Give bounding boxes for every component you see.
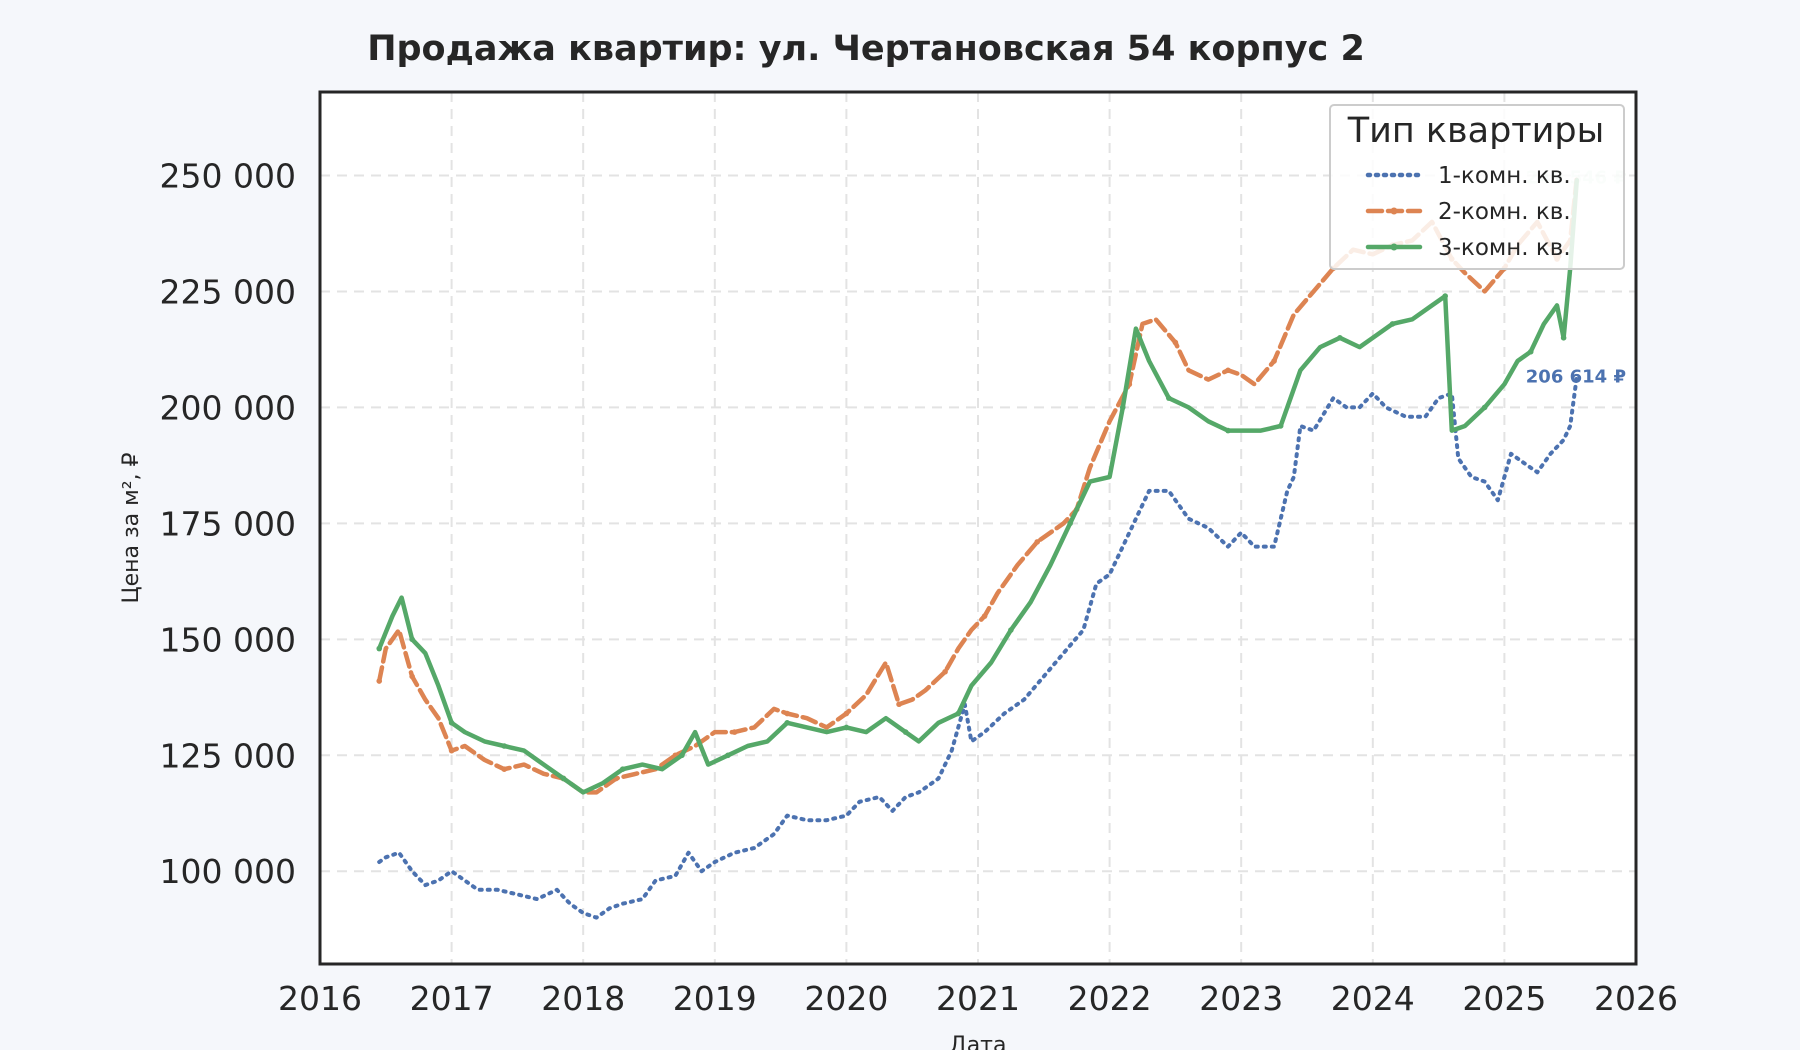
series-point-2 (501, 766, 508, 772)
series-point-3 (784, 720, 790, 726)
series-point-2 (942, 668, 948, 675)
series-point-3 (560, 775, 567, 782)
x-axis-ticks: 2016 2017 2018 2019 2020 2021 2022 2023 2024 2025… (278, 979, 1678, 1018)
y-tick-label: 175 000 (160, 504, 296, 543)
legend: Тип квартиры 1-комн. кв. 2-комн. кв. 3-ком… (1329, 104, 1625, 270)
series-point-2 (896, 701, 902, 708)
series-point-2 (1034, 539, 1041, 545)
series-point-3 (1527, 348, 1534, 355)
series-point-3 (376, 645, 383, 652)
legend-title: Тип квартиры (1347, 111, 1605, 151)
x-tick-label: 2020 (804, 979, 888, 1018)
series-point-3 (1225, 427, 1231, 434)
end-label-1: 206 614 ₽ (1526, 367, 1626, 388)
series-point-2 (448, 747, 455, 754)
y-tick-label: 125 000 (160, 736, 296, 775)
series-line-3 (376, 177, 1580, 795)
series-point-2 (1172, 339, 1179, 346)
series-point-2 (731, 729, 738, 735)
legend-box (1329, 104, 1625, 270)
y-axis-ticks: 100 000 125 000 150 000 175 000 200 000 225 0… (160, 156, 296, 891)
series-point-3 (1481, 404, 1488, 411)
plot-frame (318, 90, 1638, 966)
series-point-2 (784, 710, 790, 717)
series-point-2 (409, 673, 415, 680)
x-tick-label: 2023 (1199, 979, 1283, 1018)
x-tick-label: 2025 (1462, 979, 1546, 1018)
series-point-3 (725, 752, 731, 759)
x-axis-label: Дата (950, 1033, 1007, 1050)
x-tick-label: 2018 (541, 979, 625, 1018)
chart-title: Продажа квартир: ул. Чертановская 54 кор… (367, 29, 1365, 69)
series-point-2 (376, 678, 383, 684)
series-point-3 (1067, 520, 1073, 527)
series-point-3 (1560, 335, 1567, 341)
x-tick-label: 2021 (936, 979, 1020, 1018)
y-tick-label: 225 000 (160, 272, 296, 311)
series-point-2 (1271, 358, 1277, 364)
x-tick-label: 2026 (1594, 979, 1678, 1018)
series-point-2 (981, 613, 988, 619)
legend-marker-2 (1390, 207, 1398, 215)
legend-marker-3 (1390, 243, 1398, 251)
series-point-3 (1119, 404, 1126, 411)
series-point-2 (1225, 367, 1231, 374)
y-tick-label: 250 000 (160, 156, 296, 195)
legend-label-2: 2-комн. кв. (1438, 199, 1571, 225)
legend-label-3: 3-комн. кв. (1438, 235, 1571, 261)
series-point-3 (1166, 395, 1172, 401)
y-tick-label: 150 000 (160, 620, 296, 659)
legend-label-1: 1-комн. кв. (1438, 163, 1571, 189)
series-point-3 (1337, 335, 1343, 341)
series-point-3 (1008, 627, 1014, 633)
y-axis-label: Цена за м², ₽ (119, 452, 144, 603)
x-tick-label: 2016 (278, 979, 362, 1018)
x-tick-label: 2017 (410, 979, 494, 1018)
series-point-3 (448, 720, 455, 726)
series-point-3 (619, 766, 626, 772)
legend-items: 1-комн. кв. 2-комн. кв. 3-комн. кв. (1365, 163, 1571, 261)
series-point-3 (955, 710, 962, 717)
x-tick-label: 2024 (1331, 979, 1415, 1018)
x-tick-label: 2019 (673, 979, 757, 1018)
series-point-3 (843, 724, 850, 731)
series-point-3 (1389, 321, 1396, 327)
y-tick-label: 100 000 (160, 852, 296, 891)
series-point-3 (501, 743, 508, 749)
series-point-3 (902, 729, 909, 735)
series-point-3 (1277, 423, 1284, 429)
series-point-3 (409, 636, 415, 643)
series-point-3 (679, 752, 685, 759)
series-point-3 (1442, 293, 1448, 299)
y-tick-label: 200 000 (160, 388, 296, 427)
x-tick-label: 2022 (1068, 979, 1152, 1018)
series-line-1 (377, 374, 1579, 920)
series-point-2 (843, 710, 850, 717)
